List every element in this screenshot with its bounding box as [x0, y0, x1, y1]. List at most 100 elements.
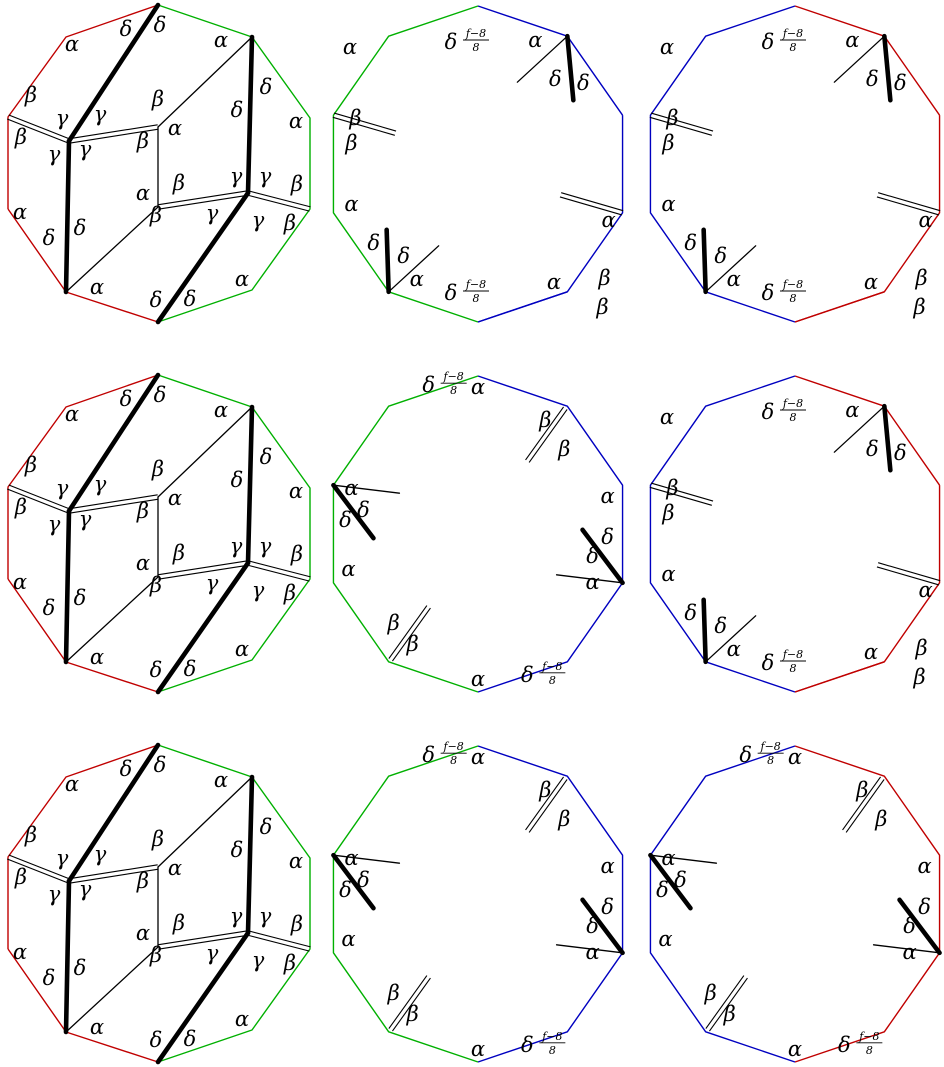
- double-edge-line: [876, 566, 940, 586]
- alpha-label: α: [289, 479, 303, 503]
- thin-edge: [388, 245, 440, 293]
- alpha-label: α: [601, 208, 615, 232]
- thin-edge: [516, 35, 568, 83]
- boundary-arc: [7, 4, 159, 209]
- double-edge: [68, 494, 159, 514]
- alpha-label: α: [341, 557, 355, 581]
- gamma-label: γ: [252, 948, 265, 972]
- exponent-denominator: 8: [473, 292, 480, 305]
- delta-label: δ: [120, 387, 133, 411]
- alpha-label: α: [585, 940, 599, 964]
- beta-label: β: [406, 1002, 419, 1026]
- exponent-denominator: 8: [790, 662, 797, 675]
- double-edge-line: [247, 934, 310, 952]
- thick-edge: [331, 482, 376, 541]
- alpha-label: α: [410, 267, 424, 291]
- thick-edge: [66, 2, 161, 144]
- delta-label: δ: [838, 1033, 851, 1057]
- double-edge-line: [391, 977, 431, 1032]
- beta-label: β: [151, 827, 164, 851]
- delta-label: δ: [866, 437, 879, 461]
- thick-edge: [701, 597, 708, 665]
- delta-label: δ: [74, 956, 87, 980]
- double-edge: [6, 484, 71, 514]
- gamma-label: γ: [79, 507, 92, 531]
- delta-label: δ: [918, 895, 931, 919]
- alpha-label: α: [13, 200, 27, 224]
- delta-power-label: δ f−88: [762, 397, 806, 424]
- delta-label: δ: [150, 1028, 163, 1052]
- gamma-label: γ: [48, 882, 61, 906]
- exponent-numerator: f−8: [541, 1030, 562, 1043]
- double-edge: [157, 560, 249, 580]
- beta-label: β: [149, 203, 162, 227]
- thin-edge: [65, 576, 159, 663]
- delta-power-label: δ f−88: [445, 278, 489, 305]
- thin-edge: [332, 854, 401, 864]
- exponent-numerator: f−8: [443, 370, 464, 383]
- delta-power-label: δ f−88: [521, 660, 566, 687]
- beta-label: β: [149, 573, 162, 597]
- thick-edge: [701, 227, 708, 295]
- double-edge: [247, 930, 311, 952]
- delta-label: δ: [357, 498, 370, 522]
- delta-label: δ: [120, 17, 133, 41]
- double-edge-line: [649, 116, 712, 136]
- double-edge-line: [333, 112, 397, 132]
- alpha-label: α: [471, 667, 485, 691]
- boundary-arc: [477, 5, 624, 116]
- thin-edge: [65, 946, 159, 1033]
- double-edge-line: [705, 975, 745, 1029]
- gamma-label: γ: [230, 904, 243, 928]
- delta-label: δ: [586, 544, 599, 568]
- alpha-label: α: [788, 1037, 802, 1061]
- thick-edge: [245, 774, 255, 936]
- double-edge: [388, 605, 431, 662]
- exponent-denominator: 8: [866, 1044, 873, 1057]
- gamma-label: γ: [259, 534, 272, 558]
- alpha-label: α: [864, 640, 878, 664]
- double-edge-line: [69, 128, 159, 144]
- alpha-label: α: [661, 562, 675, 586]
- beta-label: β: [344, 131, 357, 155]
- delta-power-label: δ f−88: [739, 740, 784, 767]
- alpha-label: α: [600, 484, 614, 508]
- delta-label: δ: [739, 743, 752, 767]
- thick-edge: [331, 852, 376, 911]
- beta-label: β: [557, 807, 570, 831]
- double-edge-line: [708, 977, 748, 1032]
- delta-label: δ: [231, 838, 244, 862]
- delta-label: δ: [339, 508, 352, 532]
- double-edge: [388, 975, 431, 1032]
- double-edge-line: [69, 498, 159, 514]
- alpha-label: α: [136, 551, 150, 575]
- alpha-label: α: [289, 109, 303, 133]
- alpha-label: α: [343, 35, 357, 59]
- delta-label: δ: [601, 525, 614, 549]
- gamma-label: γ: [48, 142, 61, 166]
- alpha-label: α: [13, 570, 27, 594]
- beta-label: β: [151, 87, 164, 111]
- thin-edge: [555, 944, 624, 954]
- delta-label: δ: [521, 663, 534, 687]
- double-edge-line: [845, 779, 885, 833]
- gamma-label: γ: [230, 534, 243, 558]
- double-edge-line: [878, 192, 941, 212]
- double-edge-line: [561, 192, 624, 212]
- beta-label: β: [14, 865, 27, 889]
- alpha-label: α: [917, 854, 931, 878]
- beta-label: β: [595, 295, 608, 319]
- delta-label: δ: [762, 400, 775, 424]
- exponent-numerator: f−8: [760, 740, 781, 753]
- double-edge-line: [559, 196, 623, 216]
- delta-label: δ: [339, 878, 352, 902]
- delta-power-label: δ f−88: [445, 27, 489, 54]
- thick-edge: [882, 33, 893, 103]
- double-edge-line: [68, 864, 158, 880]
- alpha-label: α: [902, 940, 916, 964]
- delta-label: δ: [231, 98, 244, 122]
- exponent-denominator: 8: [450, 384, 457, 397]
- exponent-numerator: f−8: [465, 278, 486, 291]
- thick-edge: [882, 403, 893, 473]
- gamma-label: γ: [259, 164, 272, 188]
